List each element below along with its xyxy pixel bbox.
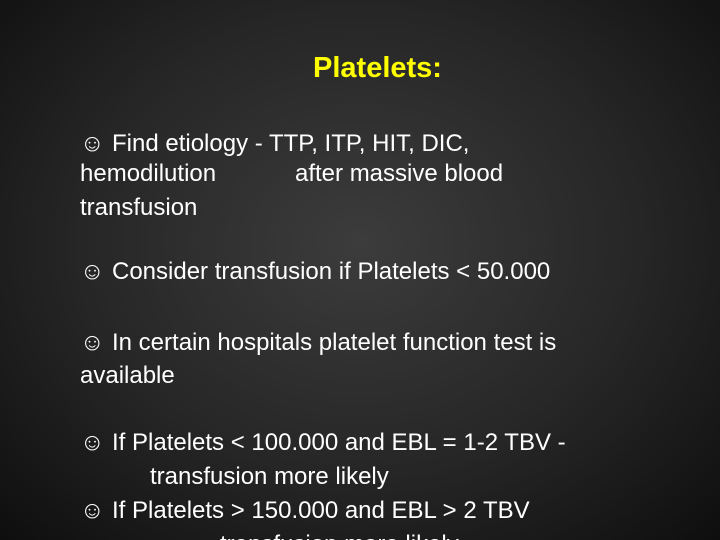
bullet-text: after massive blood <box>295 160 504 187</box>
bullet-text: In certain hospitals platelet function t… <box>112 329 557 356</box>
bullet-icon: ☺ <box>80 497 105 524</box>
bullet-text: If Platelets > 150.000 and EBL > 2 TBV <box>112 497 530 524</box>
bullet-icon: ☺ <box>80 429 105 456</box>
bullet-text: transfusion <box>80 194 198 221</box>
bullet-text: Consider transfusion if Platelets < 50.0… <box>112 258 551 285</box>
bullet-text: hemodilution <box>80 160 217 187</box>
slide-title: Platelets: <box>313 52 442 84</box>
bullet-text: transfusion more likely <box>220 531 459 540</box>
bullet-text: If Platelets < 100.000 and EBL = 1-2 TBV… <box>112 429 566 456</box>
bullet-icon: ☺ <box>80 258 105 285</box>
bullet-text: available <box>80 362 175 389</box>
bullet-icon: ☺ <box>80 130 105 157</box>
bullet-text: Find etiology - TTP, ITP, HIT, DIC, <box>112 130 470 157</box>
bullet-icon: ☺ <box>80 329 105 356</box>
bullet-text: transfusion more likely <box>150 463 389 490</box>
